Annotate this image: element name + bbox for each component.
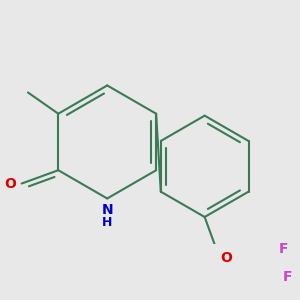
Text: O: O <box>220 251 232 265</box>
Text: N: N <box>101 203 113 217</box>
Text: O: O <box>4 177 16 190</box>
Text: F: F <box>278 242 288 256</box>
Text: F: F <box>283 270 292 284</box>
Text: H: H <box>102 216 112 229</box>
